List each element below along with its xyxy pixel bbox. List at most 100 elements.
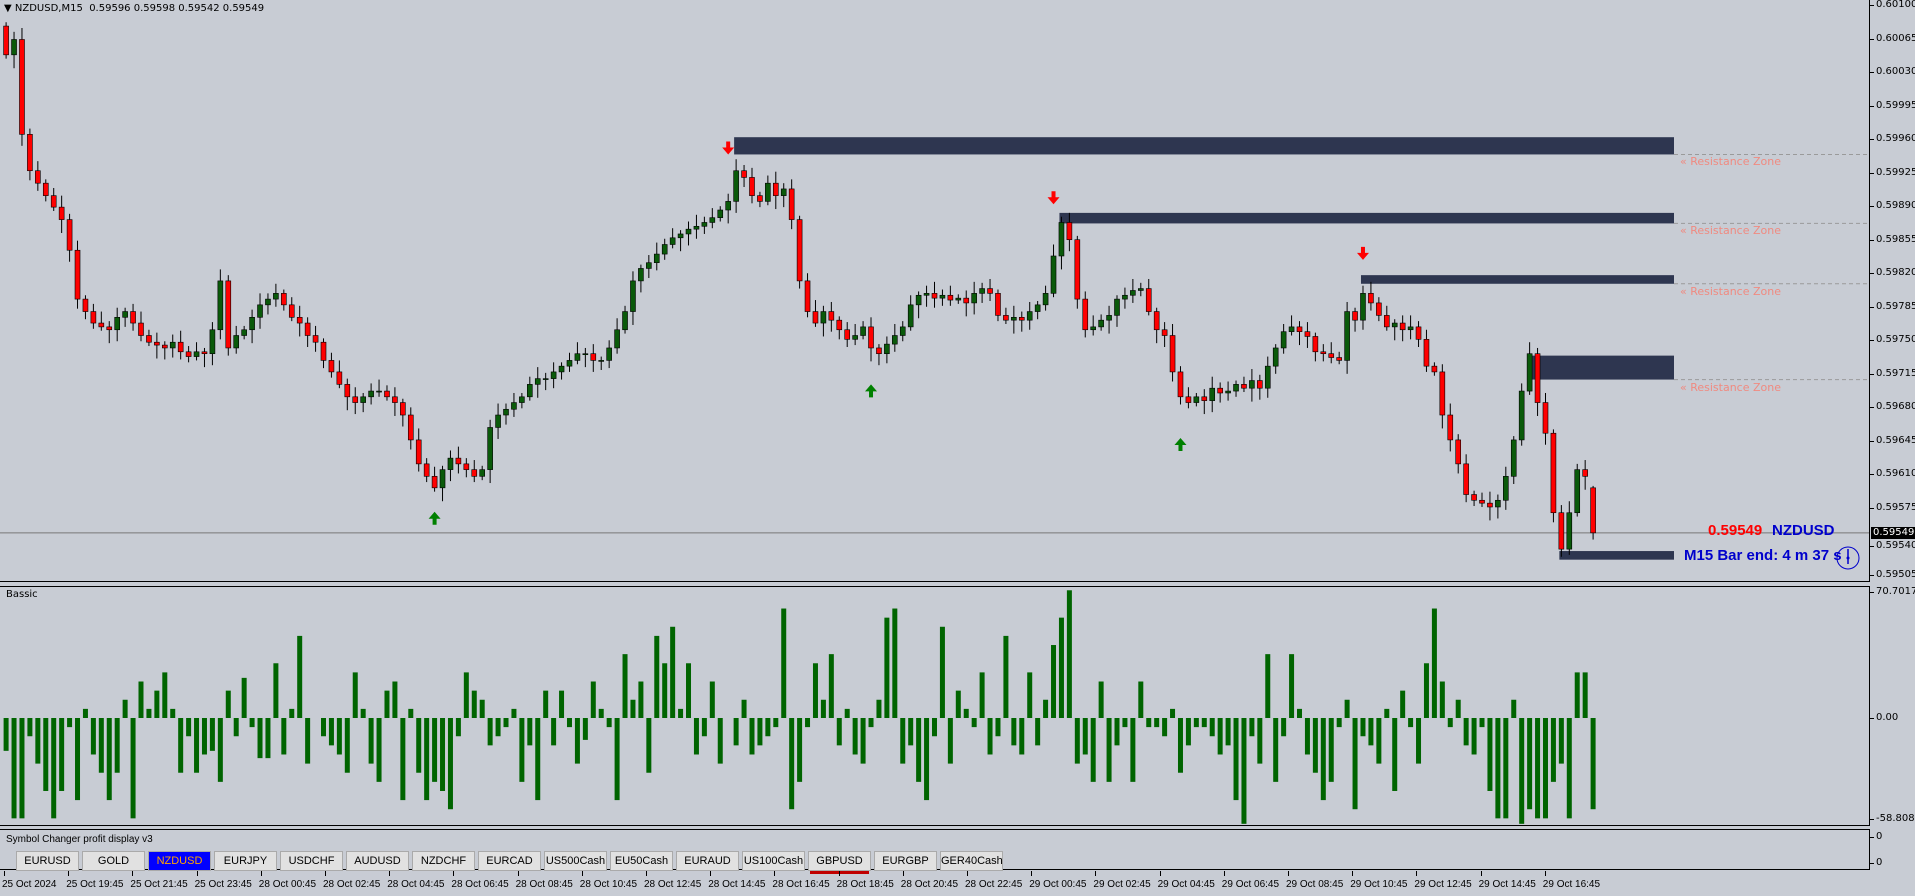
symbol-button-usdchf[interactable]: USDCHF xyxy=(280,851,343,871)
bull-candle xyxy=(1193,396,1200,403)
bull-candle xyxy=(725,201,731,211)
bull-candle xyxy=(439,469,446,489)
symbol-button-nzdchf[interactable]: NZDCHF xyxy=(412,851,475,871)
histogram-bar xyxy=(1519,718,1525,824)
histogram-bar xyxy=(130,718,136,819)
price-tick: 0.59785 xyxy=(1869,301,1915,313)
bull-candle xyxy=(114,317,120,331)
bear-candle xyxy=(82,298,89,312)
symbol-button-ger40cash[interactable]: GER40Cash xyxy=(940,851,1003,871)
bear-candle xyxy=(1257,380,1263,389)
bear-candle xyxy=(757,195,763,202)
time-tick xyxy=(1031,871,1033,876)
symbol-axis-bottom: 0 xyxy=(1869,857,1882,869)
histogram-bar xyxy=(1257,718,1263,764)
histogram-bar xyxy=(67,718,73,728)
bull-candle xyxy=(1233,384,1239,392)
bear-candle xyxy=(19,39,25,135)
bear-candle xyxy=(1383,315,1390,328)
histogram-bar xyxy=(154,690,160,718)
symbol-button-eurusd[interactable]: EURUSD xyxy=(16,851,79,871)
histogram-bar xyxy=(1281,718,1287,737)
price-tick: 0.59540 xyxy=(1869,540,1915,552)
resistance-zone-label: « Resistance Zone xyxy=(1680,224,1782,238)
bear-candle xyxy=(42,182,49,196)
histogram-bar xyxy=(1312,718,1318,773)
symbol-button-euraud[interactable]: EURAUD xyxy=(676,851,739,871)
time-tick xyxy=(838,871,840,876)
histogram-bar xyxy=(662,663,668,718)
triangle-down-icon[interactable]: ▼ xyxy=(4,3,12,14)
zone-rect xyxy=(1360,275,1674,284)
histogram-bar xyxy=(812,663,818,718)
histogram-bar xyxy=(90,718,96,755)
bear-candle xyxy=(1542,402,1549,434)
bull-candle xyxy=(1106,315,1112,321)
price-chart-panel[interactable] xyxy=(0,0,1870,582)
bull-candle xyxy=(884,343,890,355)
bear-candle xyxy=(288,304,295,318)
histogram-bar xyxy=(931,718,937,737)
symbol-timeframe: NZDUSD,M15 xyxy=(14,3,83,14)
bear-candle xyxy=(320,341,327,361)
bear-candle xyxy=(1153,311,1160,331)
time-tick xyxy=(1480,871,1482,876)
bull-candle xyxy=(495,414,501,428)
histogram-bar xyxy=(138,681,144,718)
symbol-button-eurcad[interactable]: EURCAD xyxy=(478,851,541,871)
symbol-button-gbpusd[interactable]: GBPUSD xyxy=(808,851,871,871)
indicator-axis-min: -58.8089 xyxy=(1870,813,1915,825)
bull-candle xyxy=(899,326,906,336)
histogram-bar xyxy=(955,690,961,718)
histogram-bar xyxy=(408,708,414,718)
bull-candle xyxy=(1574,469,1581,514)
time-label: 25 Oct 2024 xyxy=(2,879,57,890)
symbol-button-eurjpy[interactable]: EURJPY xyxy=(214,851,277,871)
symbol-button-us100cash[interactable]: US100Cash xyxy=(742,851,805,871)
bear-candle xyxy=(1217,387,1223,394)
histogram-bar xyxy=(455,718,461,737)
bear-candle xyxy=(35,170,41,184)
bull-candle xyxy=(923,293,930,296)
bear-candle xyxy=(1487,502,1493,508)
time-label: 28 Oct 22:45 xyxy=(965,879,1023,890)
symbol-button-us500cash[interactable]: US500Cash xyxy=(544,851,607,871)
bull-candle xyxy=(701,222,708,227)
bull-candle xyxy=(217,280,224,331)
bull-candle xyxy=(892,335,898,345)
histogram-bar xyxy=(1146,718,1152,728)
histogram-bar xyxy=(757,718,763,746)
time-label: 29 Oct 00:45 xyxy=(1029,879,1087,890)
time-tick xyxy=(1223,871,1225,876)
bear-candle xyxy=(1582,469,1588,477)
histogram-bar xyxy=(971,718,977,728)
time-label: 28 Oct 20:45 xyxy=(900,879,959,890)
bull-candle xyxy=(1288,326,1295,332)
bull-candle xyxy=(558,365,565,373)
bear-candle xyxy=(400,402,406,416)
histogram-bar xyxy=(98,718,104,773)
bull-candle xyxy=(955,297,962,301)
bear-candle xyxy=(1399,322,1406,331)
current-price-label: 0.59549 xyxy=(1871,526,1915,539)
bull-candle xyxy=(693,225,700,230)
histogram-bar xyxy=(1043,699,1049,718)
histogram-bar xyxy=(122,699,128,718)
bull-candle xyxy=(1114,298,1120,316)
symbol-button-gold[interactable]: GOLD xyxy=(82,851,145,871)
symbol-button-eu50cash[interactable]: EU50Cash xyxy=(610,851,673,871)
histogram-bar xyxy=(1416,718,1422,764)
bear-candle xyxy=(1018,317,1025,321)
ohlc-values: 0.59596 0.59598 0.59542 0.59549 xyxy=(89,3,265,14)
symbol-button-eurgbp[interactable]: EURGBP xyxy=(874,851,937,871)
bear-candle xyxy=(1447,414,1454,441)
histogram-bar xyxy=(360,708,366,718)
histogram-bar xyxy=(376,718,382,782)
bear-candle xyxy=(804,280,811,312)
bear-candle xyxy=(1590,487,1596,534)
symbol-button-audusd[interactable]: AUDUSD xyxy=(346,851,409,871)
symbol-button-nzdusd[interactable]: NZDUSD xyxy=(148,851,211,871)
bear-candle xyxy=(90,311,97,324)
bear-candle xyxy=(130,311,136,324)
indicator-panel[interactable] xyxy=(0,586,1870,826)
